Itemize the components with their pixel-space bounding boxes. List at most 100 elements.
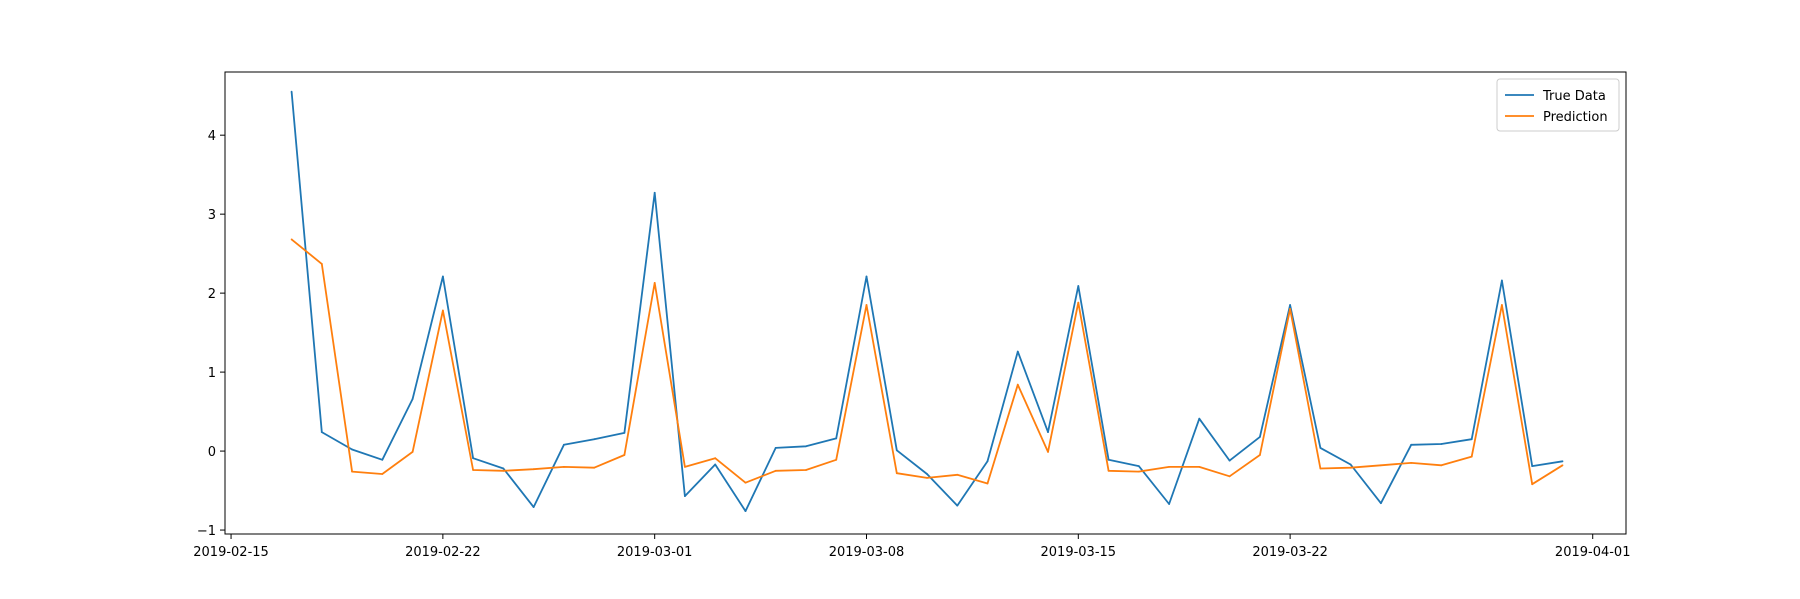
x-tick-label: 2019-02-22	[405, 545, 481, 560]
data-point-true-data	[442, 275, 444, 278]
data-point-true-data	[653, 191, 656, 194]
x-tick-label: 2019-03-22	[1252, 545, 1328, 560]
x-tick-label: 2019-03-08	[829, 545, 905, 560]
data-point-prediction	[1410, 462, 1413, 464]
data-point-true-data	[1137, 465, 1140, 467]
data-point-true-data	[1501, 279, 1503, 282]
data-point-prediction	[1289, 308, 1291, 310]
data-point-prediction	[1137, 470, 1140, 473]
data-point-prediction	[320, 263, 323, 265]
data-point-true-data	[1228, 459, 1231, 462]
data-point-true-data	[623, 432, 626, 434]
series-layer	[290, 90, 1564, 513]
y-tick-label: 4	[208, 129, 216, 144]
y-tick-label: 1	[208, 366, 216, 381]
data-point-prediction	[865, 304, 868, 306]
data-point-true-data	[502, 467, 505, 470]
data-point-prediction	[1501, 304, 1503, 306]
data-point-true-data	[1259, 436, 1261, 438]
y-tick-label: −1	[197, 524, 216, 539]
data-point-true-data	[805, 445, 807, 448]
data-point-prediction	[623, 454, 626, 456]
data-point-true-data	[1561, 460, 1564, 463]
data-point-true-data	[1168, 503, 1170, 505]
data-point-prediction	[472, 469, 474, 471]
data-point-true-data	[1319, 447, 1322, 449]
data-point-prediction	[1016, 383, 1019, 386]
data-point-prediction	[351, 470, 353, 473]
data-point-true-data	[744, 510, 747, 512]
data-point-prediction	[895, 472, 898, 475]
data-point-true-data	[351, 448, 353, 451]
x-tick-label: 2019-03-15	[1041, 545, 1117, 560]
data-point-true-data	[835, 437, 838, 440]
data-point-prediction	[502, 469, 505, 472]
data-point-prediction	[926, 477, 928, 479]
data-point-true-data	[563, 443, 565, 446]
data-point-prediction	[381, 473, 384, 475]
x-axis: 2019-02-15 2019-02-22 2019-03-01 2019-03-08…	[193, 534, 1630, 560]
data-point-true-data	[1289, 304, 1291, 306]
data-point-true-data	[290, 90, 293, 93]
y-tick-label: 3	[208, 208, 216, 223]
data-point-true-data	[1198, 417, 1201, 420]
data-point-true-data	[1047, 431, 1049, 433]
data-point-true-data	[1077, 285, 1080, 287]
data-point-true-data	[774, 447, 777, 449]
data-point-true-data	[1531, 465, 1534, 467]
data-point-prediction	[774, 469, 777, 472]
data-point-prediction	[563, 466, 565, 468]
data-point-true-data	[381, 458, 384, 461]
data-point-prediction	[1531, 483, 1534, 486]
data-point-prediction	[684, 466, 686, 468]
data-point-prediction	[1470, 455, 1473, 458]
data-point-prediction	[1047, 451, 1049, 453]
data-point-prediction	[835, 458, 838, 461]
y-axis: −1 0 1 2 3 4	[197, 129, 225, 539]
data-point-prediction	[290, 238, 293, 241]
legend-label: Prediction	[1543, 110, 1608, 125]
data-point-prediction	[1561, 464, 1564, 467]
data-point-prediction	[1198, 466, 1201, 468]
data-point-true-data	[1349, 463, 1352, 466]
data-point-prediction	[986, 482, 989, 485]
data-point-true-data	[1016, 350, 1019, 353]
data-point-true-data	[320, 431, 323, 433]
data-point-prediction	[442, 309, 444, 312]
data-point-true-data	[411, 398, 414, 400]
data-point-true-data	[986, 460, 989, 463]
data-point-prediction	[1380, 464, 1382, 467]
data-point-prediction	[1077, 301, 1080, 304]
y-tick-label: 2	[208, 287, 216, 302]
data-point-prediction	[532, 468, 535, 471]
data-point-prediction	[714, 457, 717, 460]
legend-label: True Data	[1542, 89, 1606, 104]
data-point-true-data	[684, 495, 686, 497]
data-point-true-data	[956, 504, 959, 507]
y-tick-label: 0	[208, 445, 216, 460]
data-point-true-data	[1107, 458, 1110, 461]
data-point-prediction	[1168, 466, 1170, 468]
legend-box	[1496, 78, 1620, 132]
data-point-prediction	[1349, 466, 1352, 469]
data-point-prediction	[1107, 469, 1110, 472]
data-point-prediction	[1259, 454, 1261, 456]
legend: True Data Prediction	[1496, 78, 1620, 132]
data-point-prediction	[805, 469, 807, 471]
data-point-prediction	[411, 451, 414, 453]
data-point-true-data	[714, 463, 717, 466]
data-point-prediction	[1440, 464, 1443, 467]
data-point-prediction	[593, 466, 596, 469]
data-point-prediction	[653, 282, 656, 284]
x-tick-label: 2019-03-01	[617, 545, 693, 560]
x-tick-label: 2019-04-01	[1555, 545, 1631, 560]
data-point-true-data	[532, 506, 535, 508]
data-point-prediction	[956, 473, 959, 476]
data-point-prediction	[1228, 475, 1231, 478]
data-point-true-data	[472, 457, 474, 460]
data-point-true-data	[1380, 502, 1382, 505]
data-point-prediction	[1319, 467, 1322, 470]
data-point-true-data	[865, 275, 868, 278]
data-point-prediction	[744, 481, 747, 484]
